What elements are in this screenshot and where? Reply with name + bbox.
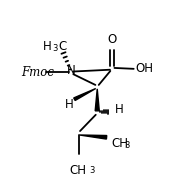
Polygon shape xyxy=(74,89,96,100)
Text: CH: CH xyxy=(112,137,129,150)
Text: H: H xyxy=(65,98,73,111)
Polygon shape xyxy=(95,89,99,111)
Text: H: H xyxy=(43,40,51,53)
Text: 3: 3 xyxy=(125,141,130,150)
Text: Fmoc: Fmoc xyxy=(22,66,54,79)
Polygon shape xyxy=(79,135,107,139)
Text: CH: CH xyxy=(69,164,86,177)
Text: 3: 3 xyxy=(89,166,94,175)
Text: 3: 3 xyxy=(52,44,58,53)
Text: O: O xyxy=(108,33,117,46)
Text: OH: OH xyxy=(136,62,154,75)
Text: H: H xyxy=(115,103,124,116)
Text: C: C xyxy=(58,40,66,53)
Text: N: N xyxy=(67,64,75,77)
